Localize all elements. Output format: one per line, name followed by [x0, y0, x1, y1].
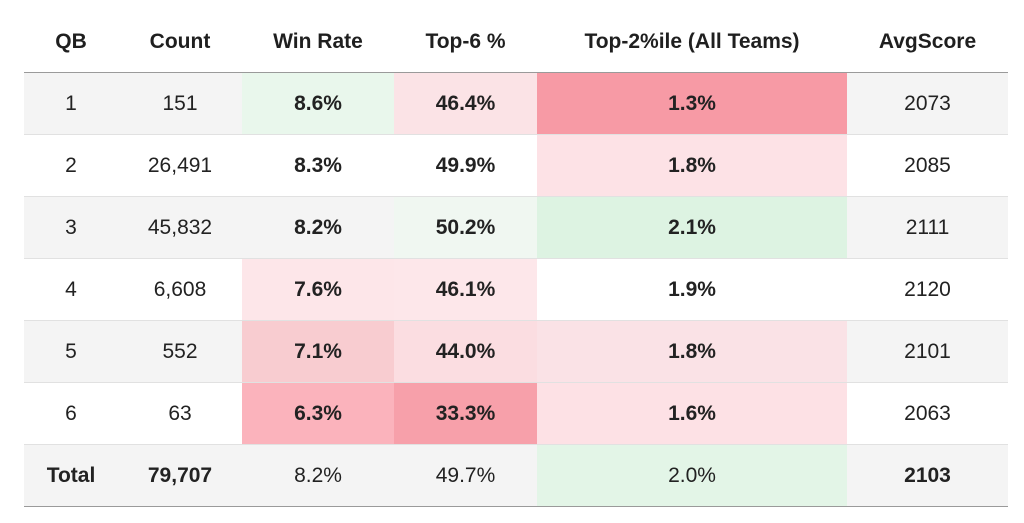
header-avg-score: AvgScore: [847, 12, 1008, 73]
header-qb: QB: [24, 12, 118, 73]
cell-count: 6,608: [118, 258, 242, 321]
cell-win-rate: 7.1%: [242, 320, 394, 383]
cell-top6: 50.2%: [394, 196, 537, 259]
header-top2-percentile: Top-2%ile (All Teams): [537, 12, 847, 73]
total-row: Total 79,707 8.2% 49.7% 2.0% 2103: [24, 444, 1008, 507]
header-count: Count: [118, 12, 242, 73]
header-row: QB Count Win Rate Top-6 % Top-2%ile (All…: [24, 12, 1008, 73]
cell-avg-score: 2085: [847, 134, 1008, 197]
cell-total-top6: 49.7%: [394, 444, 537, 507]
cell-top2: 1.6%: [537, 382, 847, 445]
cell-top6: 46.4%: [394, 72, 537, 135]
cell-count: 63: [118, 382, 242, 445]
table-row: 2 26,491 8.3% 49.9% 1.8% 2085: [24, 134, 1008, 197]
cell-top2: 1.9%: [537, 258, 847, 321]
cell-total-count: 79,707: [118, 444, 242, 507]
cell-total-top2: 2.0%: [537, 444, 847, 507]
cell-avg-score: 2063: [847, 382, 1008, 445]
table-row: 1 151 8.6% 46.4% 1.3% 2073: [24, 72, 1008, 135]
table-row: 5 552 7.1% 44.0% 1.8% 2101: [24, 320, 1008, 383]
header-top6: Top-6 %: [394, 12, 537, 73]
table-row: 6 63 6.3% 33.3% 1.6% 2063: [24, 382, 1008, 445]
cell-avg-score: 2120: [847, 258, 1008, 321]
cell-top2: 1.3%: [537, 72, 847, 135]
cell-total-avg-score: 2103: [847, 444, 1008, 507]
cell-qb: 3: [24, 196, 118, 259]
cell-count: 45,832: [118, 196, 242, 259]
cell-avg-score: 2111: [847, 196, 1008, 259]
table-row: 4 6,608 7.6% 46.1% 1.9% 2120: [24, 258, 1008, 321]
cell-top6: 49.9%: [394, 134, 537, 197]
cell-win-rate: 7.6%: [242, 258, 394, 321]
cell-qb: 6: [24, 382, 118, 445]
cell-avg-score: 2101: [847, 320, 1008, 383]
cell-total-label: Total: [24, 444, 118, 507]
cell-top2: 1.8%: [537, 134, 847, 197]
cell-total-win-rate: 8.2%: [242, 444, 394, 507]
cell-top6: 44.0%: [394, 320, 537, 383]
cell-win-rate: 8.6%: [242, 72, 394, 135]
table-row: 3 45,832 8.2% 50.2% 2.1% 2111: [24, 196, 1008, 259]
cell-win-rate: 8.3%: [242, 134, 394, 197]
cell-win-rate: 6.3%: [242, 382, 394, 445]
header-win-rate: Win Rate: [242, 12, 394, 73]
cell-top2: 1.8%: [537, 320, 847, 383]
cell-qb: 4: [24, 258, 118, 321]
cell-qb: 2: [24, 134, 118, 197]
cell-top6: 46.1%: [394, 258, 537, 321]
cell-count: 151: [118, 72, 242, 135]
cell-count: 552: [118, 320, 242, 383]
cell-top2: 2.1%: [537, 196, 847, 259]
cell-avg-score: 2073: [847, 72, 1008, 135]
cell-win-rate: 8.2%: [242, 196, 394, 259]
qb-stats-table: QB Count Win Rate Top-6 % Top-2%ile (All…: [24, 12, 1008, 507]
cell-count: 26,491: [118, 134, 242, 197]
stats-table-container: QB Count Win Rate Top-6 % Top-2%ile (All…: [24, 12, 1008, 507]
cell-top6: 33.3%: [394, 382, 537, 445]
cell-qb: 1: [24, 72, 118, 135]
cell-qb: 5: [24, 320, 118, 383]
